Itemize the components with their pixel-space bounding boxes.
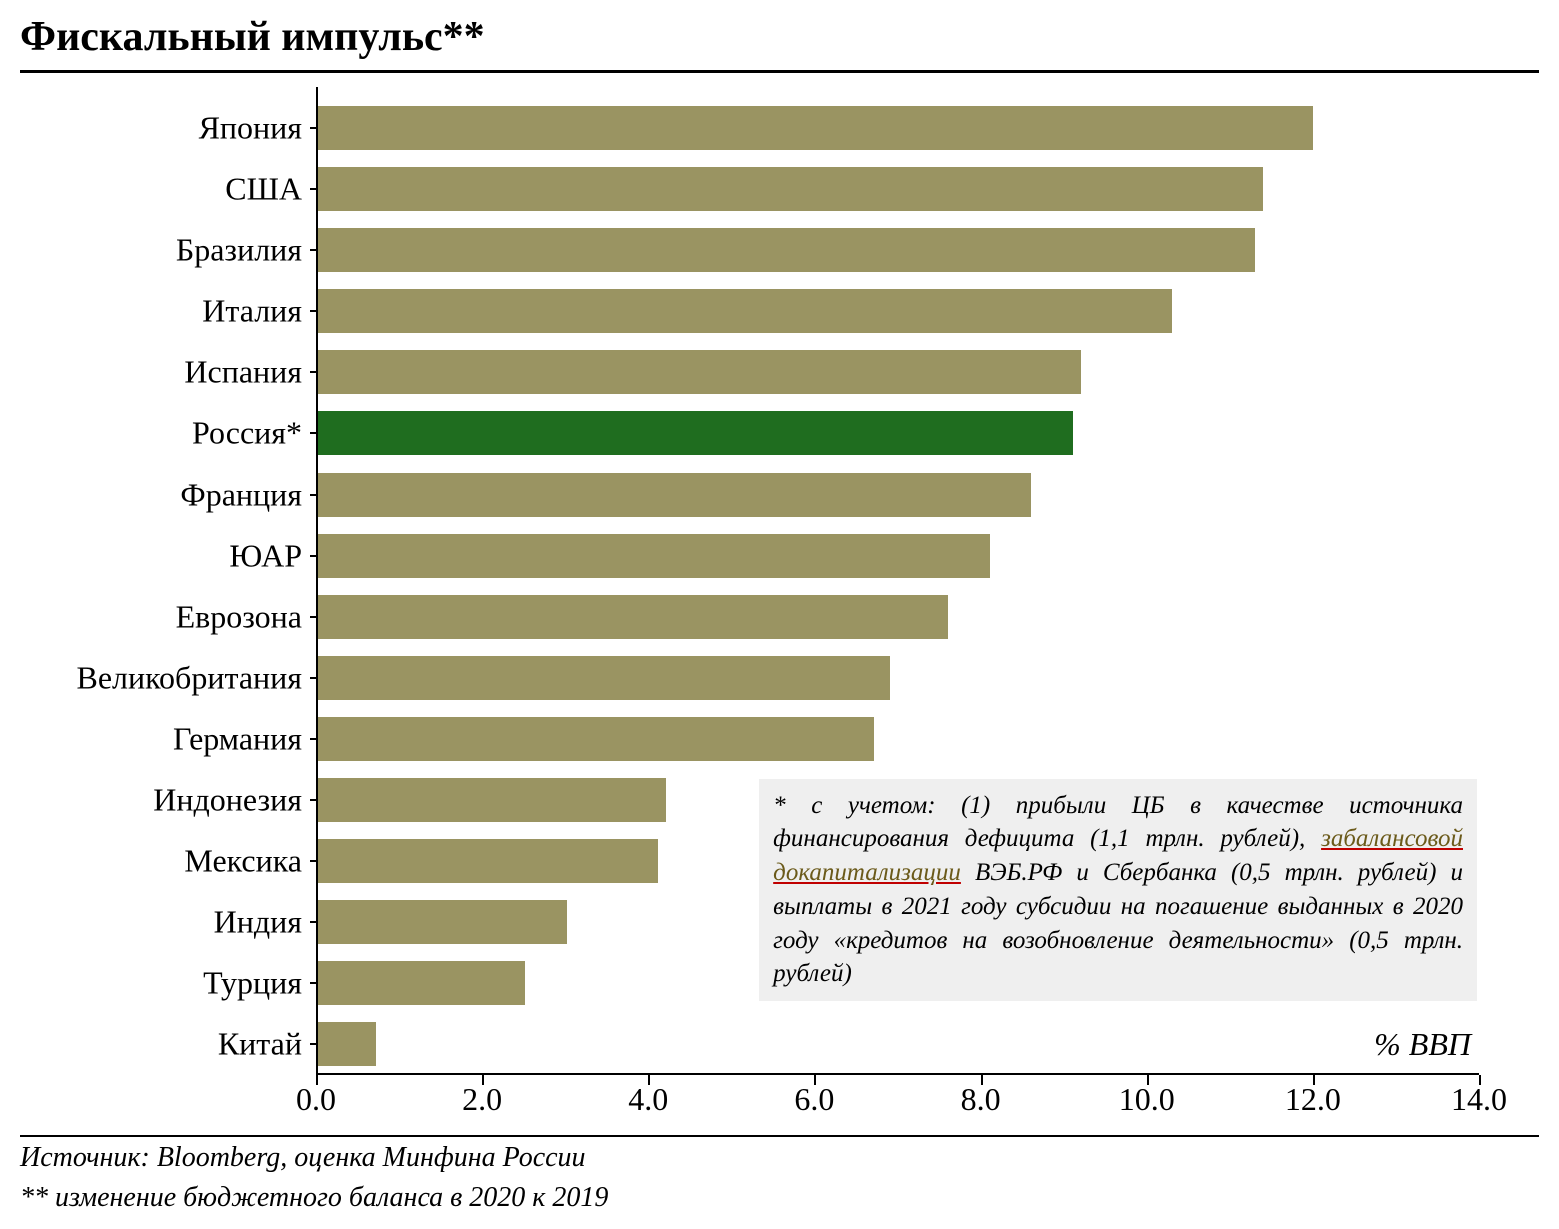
x-tick-label: 4.0 — [628, 1081, 668, 1118]
y-tick — [310, 249, 318, 251]
plot-inner: ЯпонияСШАБразилияИталияИспанияРоссия*Фра… — [318, 87, 1479, 1073]
y-tick — [310, 127, 318, 129]
bar — [318, 534, 990, 578]
y-tick — [310, 921, 318, 923]
bar-label: Мексика — [184, 843, 302, 880]
bar-row: Франция — [318, 464, 1479, 525]
bar-label: Еврозона — [176, 598, 302, 635]
bar-label: Турция — [203, 965, 302, 1002]
x-tick-label: 0.0 — [296, 1081, 336, 1118]
bar — [318, 106, 1313, 150]
bar-row: Италия — [318, 281, 1479, 342]
y-tick — [310, 371, 318, 373]
bar — [318, 167, 1263, 211]
bar-label: Индия — [214, 904, 302, 941]
footnote-box: * с учетом: (1) прибыли ЦБ в качестве ис… — [759, 779, 1477, 1002]
y-tick — [310, 188, 318, 190]
bar-label: Франция — [180, 476, 302, 513]
plot: ЯпонияСШАБразилияИталияИспанияРоссия*Фра… — [316, 87, 1479, 1075]
bar-label: Великобритания — [76, 659, 302, 696]
bar-label: США — [225, 171, 302, 208]
bar-row: Китай — [318, 1014, 1479, 1075]
bottom-rule — [20, 1135, 1539, 1137]
bar — [318, 350, 1081, 394]
bar-row: Испания — [318, 342, 1479, 403]
bar — [318, 900, 567, 944]
bar-label: Италия — [202, 293, 302, 330]
bar — [318, 473, 1031, 517]
bar-label: Бразилия — [176, 232, 302, 269]
bar — [318, 289, 1172, 333]
y-tick — [310, 310, 318, 312]
chart-area: ЯпонияСШАБразилияИталияИспанияРоссия*Фра… — [20, 87, 1539, 1129]
bar-label: Китай — [218, 1026, 302, 1063]
chart-title: Фискальный импульс** — [20, 12, 1539, 68]
bar-row: Россия* — [318, 403, 1479, 464]
bar — [318, 778, 666, 822]
bar-label: ЮАР — [229, 537, 302, 574]
y-tick — [310, 799, 318, 801]
x-tick-label: 12.0 — [1285, 1081, 1341, 1118]
y-tick — [310, 432, 318, 434]
x-tick-label: 10.0 — [1119, 1081, 1175, 1118]
y-tick — [310, 555, 318, 557]
y-tick — [310, 1043, 318, 1045]
bar-row: Еврозона — [318, 586, 1479, 647]
bar — [318, 839, 658, 883]
bar-row: США — [318, 158, 1479, 219]
y-tick — [310, 738, 318, 740]
x-tick-label: 8.0 — [961, 1081, 1001, 1118]
bar-row: Япония — [318, 97, 1479, 158]
page-root: Фискальный импульс** ЯпонияСШАБразилияИт… — [0, 0, 1559, 1229]
bar — [318, 961, 525, 1005]
bar-label: Япония — [199, 109, 302, 146]
bar — [318, 1022, 376, 1066]
bar — [318, 595, 948, 639]
bar-label: Германия — [173, 720, 302, 757]
x-axis-unit-label: % ВВП — [1374, 1026, 1471, 1063]
x-ticks: 0.02.04.06.08.010.012.014.0 — [316, 1075, 1479, 1099]
bar-row: ЮАР — [318, 525, 1479, 586]
y-tick — [310, 494, 318, 496]
bar — [318, 411, 1073, 455]
y-tick — [310, 982, 318, 984]
bar-label: Россия* — [192, 415, 302, 452]
x-tick-label: 6.0 — [794, 1081, 834, 1118]
y-tick — [310, 677, 318, 679]
source-line-1: Источник: Bloomberg, оценка Минфина Росс… — [20, 1139, 1539, 1177]
title-rule — [20, 70, 1539, 73]
bar-label: Испания — [184, 354, 302, 391]
bar-label: Индонезия — [153, 781, 302, 818]
bar-row: Великобритания — [318, 647, 1479, 708]
x-tick-label: 2.0 — [462, 1081, 502, 1118]
bar — [318, 656, 890, 700]
y-tick — [310, 860, 318, 862]
source-line-2: ** изменение бюджетного баланса в 2020 к… — [20, 1179, 1539, 1217]
bar-row: Германия — [318, 708, 1479, 769]
x-tick-label: 14.0 — [1451, 1081, 1507, 1118]
bar — [318, 717, 874, 761]
bar-row: Бразилия — [318, 220, 1479, 281]
y-tick — [310, 616, 318, 618]
bar — [318, 228, 1255, 272]
